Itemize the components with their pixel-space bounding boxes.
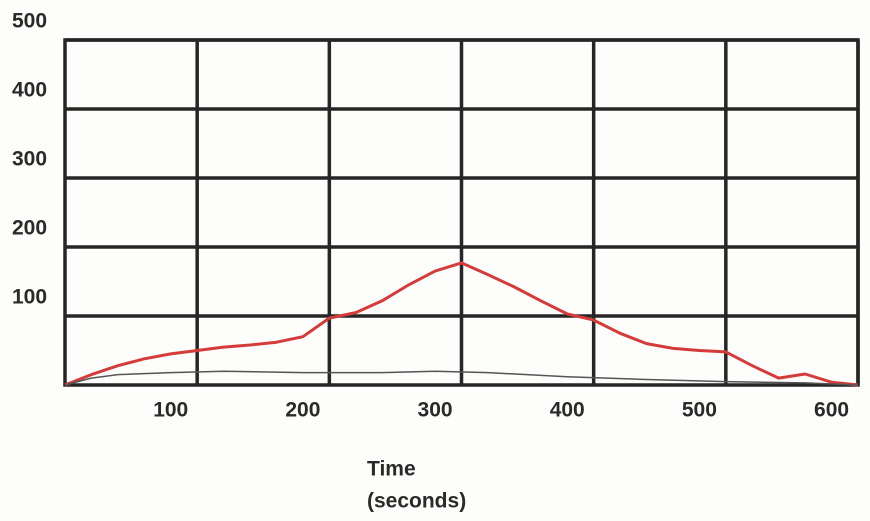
- y-tick-label: 500: [12, 10, 47, 33]
- y-tick-label: 400: [12, 79, 47, 102]
- x-axis-label: (seconds): [367, 490, 466, 513]
- x-tick-label: 500: [682, 399, 717, 422]
- x-tick-label: 600: [814, 399, 849, 422]
- y-tick-label: 300: [12, 148, 47, 171]
- x-tick-label: 100: [153, 399, 188, 422]
- x-tick-label: 200: [285, 399, 320, 422]
- x-axis-label: Time: [367, 458, 416, 481]
- y-tick-label: 200: [12, 217, 47, 240]
- x-tick-label: 300: [418, 399, 453, 422]
- data-line: [64, 261, 859, 387]
- y-tick-label: 100: [12, 286, 47, 309]
- data-line: [64, 370, 859, 386]
- x-tick-label: 400: [550, 399, 585, 422]
